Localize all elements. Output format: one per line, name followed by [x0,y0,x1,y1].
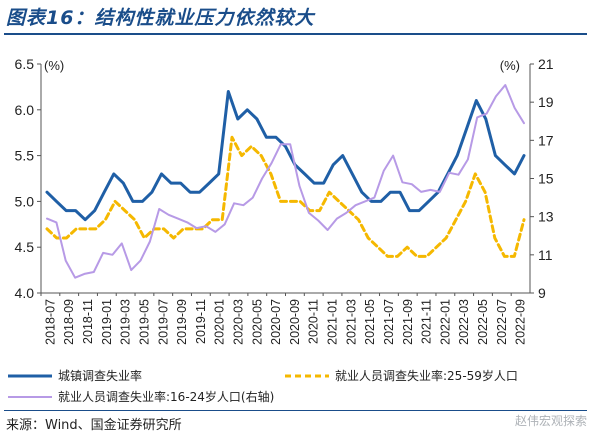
source-rule [4,410,587,411]
x-tick-label: 2022-07 [495,299,509,345]
chart-area: 4.0 4.5 5.0 5.5 6.0 6.5 (%) 9 11 13 15 17 19 21 (%) 201… [8,56,554,404]
x-tick-label: 2018-07 [43,299,57,345]
axes: 4.0 4.5 5.0 5.5 6.0 6.5 (%) 9 11 13 15 17 19 21 (%) 201… [15,56,554,345]
x-tick-label: 2019-11 [194,299,208,344]
right-tick-label: 21 [538,56,554,72]
x-tick-label: 2018-11 [81,299,95,344]
age-16-24-unemployment-line [46,84,525,279]
x-tick-label: 2021-05 [363,299,377,345]
watermark: 赵伟宏观探索 [514,414,587,428]
right-tick-label: 15 [538,171,554,187]
x-tick-label: 2020-09 [288,299,302,345]
series-layer [45,84,526,279]
chart-title: 图表16：结构性就业压力依然较大 [6,7,315,29]
x-tick-label: 2021-07 [382,299,396,345]
x-tick-label: 2019-03 [119,299,133,345]
x-tick-label: 2019-09 [175,299,189,345]
x-tick-label: 2020-03 [231,299,245,345]
x-tick-label: 2022-05 [476,299,490,345]
x-tick-label: 2020-01 [213,299,227,345]
x-tick-label: 2021-01 [326,299,340,345]
x-tick-label: 2020-07 [269,299,283,345]
left-axis-unit: (%) [44,58,64,73]
x-tick-label: 2020-11 [307,299,321,344]
right-tick-label: 11 [538,247,553,263]
x-tick-label: 2021-11 [420,299,434,344]
left-tick-label: 5.0 [15,193,35,209]
x-tick-label: 2020-05 [250,299,264,345]
left-tick-label: 6.0 [15,102,35,118]
left-tick-label: 6.5 [15,56,35,72]
right-tick-label: 19 [538,94,554,110]
x-tick-label: 2022-03 [457,299,471,345]
x-tick-label: 2019-01 [100,299,114,345]
right-tick-label: 13 [538,209,554,225]
urban-unemployment-line [45,90,526,222]
legend-label-age-16-24: 就业人员调查失业率:16-24岁人口(右轴) [58,389,274,404]
x-tick-label: 2019-05 [137,299,151,345]
legend-label-urban: 城镇调查失业率 [58,368,142,383]
right-tick-label: 9 [538,285,546,301]
age-25-59-unemployment-line [45,135,526,258]
x-tick-label: 2022-09 [514,299,528,345]
right-axis-unit: (%) [500,58,520,73]
x-tick-label: 2021-03 [344,299,358,345]
legend: 城镇调查失业率 就业人员调查失业率:25-59岁人口就业人员调查失业率:16-24… [8,368,518,404]
left-tick-label: 4.5 [15,239,35,255]
right-tick-label: 17 [538,132,554,148]
x-tick-label: 2018-09 [62,299,76,345]
left-tick-label: 4.0 [15,285,35,301]
left-tick-label: 5.5 [15,148,35,164]
x-tick-label: 2019-07 [156,299,170,345]
legend-label-age-25-59: 就业人员调查失业率:25-59岁人口 [335,368,518,383]
x-tick-label: 2022-01 [438,299,452,345]
title-rule [4,33,587,35]
source-note: 来源：Wind、国金证券研究所 [6,418,182,433]
x-tick-label: 2021-09 [401,299,415,345]
